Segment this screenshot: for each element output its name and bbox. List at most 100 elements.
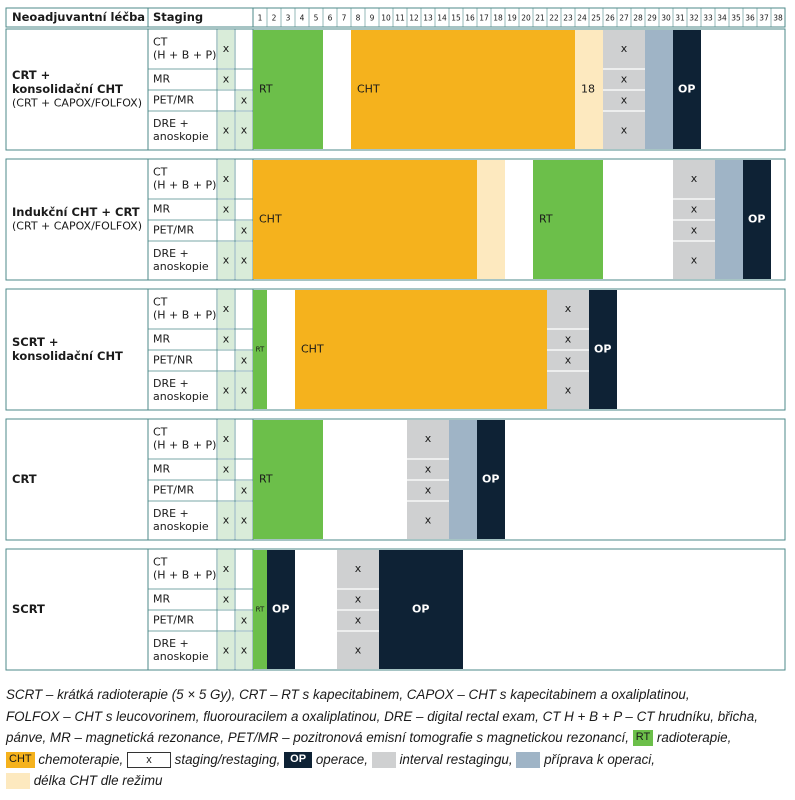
treatment-group-title: CRT bbox=[12, 472, 37, 486]
staging-mark: x bbox=[241, 224, 248, 237]
legend-line-1: SCRT – krátká radioterapie (5 × 5 Gy), C… bbox=[6, 687, 690, 702]
treatment-group-box bbox=[5, 418, 786, 541]
timeline-bar-rt bbox=[533, 160, 603, 279]
staging-mark-cell bbox=[218, 502, 234, 539]
staging-mark: x bbox=[223, 254, 230, 267]
timeline-bar-rt bbox=[253, 30, 323, 149]
timeline-bar-label: OP bbox=[594, 343, 611, 356]
staging-mark: x bbox=[241, 254, 248, 267]
staging-mark-cell bbox=[218, 372, 234, 409]
staging-row-label: (H + B + P) bbox=[153, 49, 216, 62]
staging-mark-cell bbox=[218, 242, 234, 279]
week-number-label: 35 bbox=[731, 14, 741, 23]
timeline-bar-cht bbox=[351, 30, 575, 149]
restaging-mark: x bbox=[691, 172, 698, 185]
surgery-prep-legend-label: příprava k operaci, bbox=[544, 751, 655, 767]
week-number-label: 27 bbox=[619, 14, 629, 23]
timeline-bar-label: OP bbox=[272, 603, 289, 616]
treatment-group-title: CRT + bbox=[12, 68, 50, 82]
week-number-label: 32 bbox=[689, 14, 699, 23]
staging-row-label: DRE + bbox=[153, 377, 189, 390]
staging-row-label: CT bbox=[153, 556, 168, 569]
timeline-bar-op bbox=[477, 420, 505, 539]
staging-mark-cell bbox=[218, 590, 234, 609]
staging-mark: x bbox=[223, 562, 230, 575]
restaging-interval-legend-label: interval restagingu, bbox=[399, 751, 513, 767]
timeline-bar-cht bbox=[253, 160, 477, 279]
staging-mark-cell bbox=[236, 611, 252, 630]
staging-row-label: PET/MR bbox=[153, 614, 194, 627]
staging-row-label: (H + B + P) bbox=[153, 569, 216, 582]
treatment-group-title: Indukční CHT + CRT bbox=[12, 205, 140, 219]
staging-mark-cell bbox=[218, 30, 234, 68]
staging-row-label: CT bbox=[153, 36, 168, 49]
restaging-mark: x bbox=[691, 203, 698, 216]
timeline-bar-label: RT bbox=[539, 213, 553, 226]
restaging-mark: x bbox=[355, 614, 362, 627]
staging-mark-cell bbox=[236, 91, 252, 110]
restaging-mark: x bbox=[691, 224, 698, 237]
week-number-label: 10 bbox=[381, 14, 391, 23]
staging-mark: x bbox=[223, 432, 230, 445]
week-number-label: 8 bbox=[356, 14, 361, 23]
staging-row-label: MR bbox=[153, 333, 170, 346]
staging-row-label: anoskopie bbox=[153, 650, 209, 663]
week-number-label: 15 bbox=[451, 14, 461, 23]
legend-line-3: pánve, MR – magnetická rezonance, PET/MR… bbox=[6, 727, 790, 749]
staging-mark: x bbox=[223, 302, 230, 315]
timeline-bar-label: OP bbox=[678, 83, 695, 96]
week-number-label: 20 bbox=[521, 14, 531, 23]
timeline-bar-op bbox=[589, 290, 617, 409]
staging-column-header: Staging bbox=[153, 10, 203, 24]
timeline-bar-label: CHT bbox=[259, 213, 282, 226]
staging-mark: x bbox=[241, 514, 248, 527]
week-number-label: 14 bbox=[437, 14, 447, 23]
staging-row-label: PET/MR bbox=[153, 224, 194, 237]
restaging-mark: x bbox=[565, 302, 572, 315]
radiotherapy-legend-label: radioterapie, bbox=[656, 730, 732, 745]
staging-mark-cell bbox=[236, 481, 252, 500]
timeline-bar-op bbox=[673, 30, 701, 149]
chemotherapy-legend-label: chemoterapie, bbox=[38, 751, 124, 767]
restaging-mark: x bbox=[355, 593, 362, 606]
staging-row-label: (H + B + P) bbox=[153, 439, 216, 452]
timeline-bar-label: 18 bbox=[581, 83, 595, 96]
restaging-mark: x bbox=[355, 562, 362, 575]
operation-legend-label: operace, bbox=[315, 751, 368, 767]
staging-row-label: MR bbox=[153, 203, 170, 216]
chemotherapy-swatch: CHT bbox=[6, 751, 35, 768]
week-number-label: 4 bbox=[300, 14, 305, 23]
timeline-bar-prep bbox=[645, 30, 673, 149]
restaging-mark: x bbox=[565, 333, 572, 346]
restaging-mark: x bbox=[621, 73, 628, 86]
staging-legend-label: staging/restaging, bbox=[174, 751, 281, 767]
week-number-label: 13 bbox=[423, 14, 433, 23]
staging-mark-cell bbox=[236, 242, 252, 279]
restaging-mark: x bbox=[621, 94, 628, 107]
legend-line-2: FOLFOX – CHT s leucovorinem, fluorouraci… bbox=[6, 708, 758, 724]
treatment-column-header: Neoadjuvantní léčba bbox=[12, 10, 145, 24]
operation-swatch: OP bbox=[284, 751, 313, 768]
staging-mark: x bbox=[223, 384, 230, 397]
staging-mark-cell bbox=[236, 351, 252, 370]
timeline-bar-len bbox=[575, 30, 603, 149]
timeline-bar-op bbox=[267, 550, 295, 669]
timeline-bar-label: RT bbox=[259, 473, 273, 486]
staging-mark-cell bbox=[218, 200, 234, 219]
staging-row-label: anoskopie bbox=[153, 520, 209, 533]
staging-mark-cell bbox=[218, 632, 234, 669]
timeline-bar-rt bbox=[253, 550, 267, 669]
timeline-bar-label: OP bbox=[412, 603, 429, 616]
staging-row-label: CT bbox=[153, 166, 168, 179]
week-number-label: 28 bbox=[633, 14, 643, 23]
timeline-bar-prep bbox=[449, 420, 477, 539]
week-number-label: 37 bbox=[759, 14, 769, 23]
staging-mark-cell bbox=[218, 330, 234, 349]
staging-row-label: MR bbox=[153, 73, 170, 86]
timeline-bar-rt bbox=[253, 290, 267, 409]
restaging-mark: x bbox=[355, 644, 362, 657]
week-number-label: 9 bbox=[370, 14, 375, 23]
treatment-group-title: SCRT + bbox=[12, 335, 59, 349]
week-number-label: 33 bbox=[703, 14, 713, 23]
timeline-bar-prep bbox=[715, 160, 743, 279]
